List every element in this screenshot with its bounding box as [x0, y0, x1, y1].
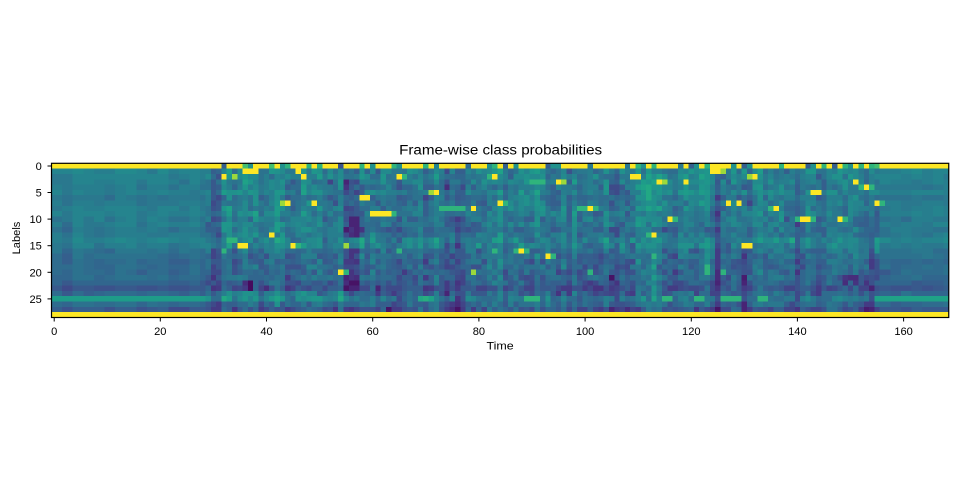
svg-text:0: 0	[51, 326, 57, 338]
svg-text:25: 25	[29, 294, 41, 306]
svg-text:160: 160	[894, 326, 913, 338]
svg-text:20: 20	[29, 267, 41, 279]
svg-text:0: 0	[36, 161, 42, 173]
svg-text:Time: Time	[487, 341, 514, 353]
svg-text:120: 120	[682, 326, 701, 338]
svg-text:10: 10	[29, 214, 41, 226]
svg-text:20: 20	[154, 326, 166, 338]
svg-text:100: 100	[576, 326, 595, 338]
svg-text:15: 15	[29, 241, 41, 253]
svg-text:80: 80	[473, 326, 485, 338]
svg-text:Frame-wise class probabilities: Frame-wise class probabilities	[399, 143, 602, 158]
svg-text:5: 5	[36, 188, 42, 200]
svg-text:60: 60	[367, 326, 379, 338]
svg-text:140: 140	[788, 326, 807, 338]
svg-text:Labels: Labels	[11, 221, 23, 254]
svg-text:40: 40	[260, 326, 272, 338]
